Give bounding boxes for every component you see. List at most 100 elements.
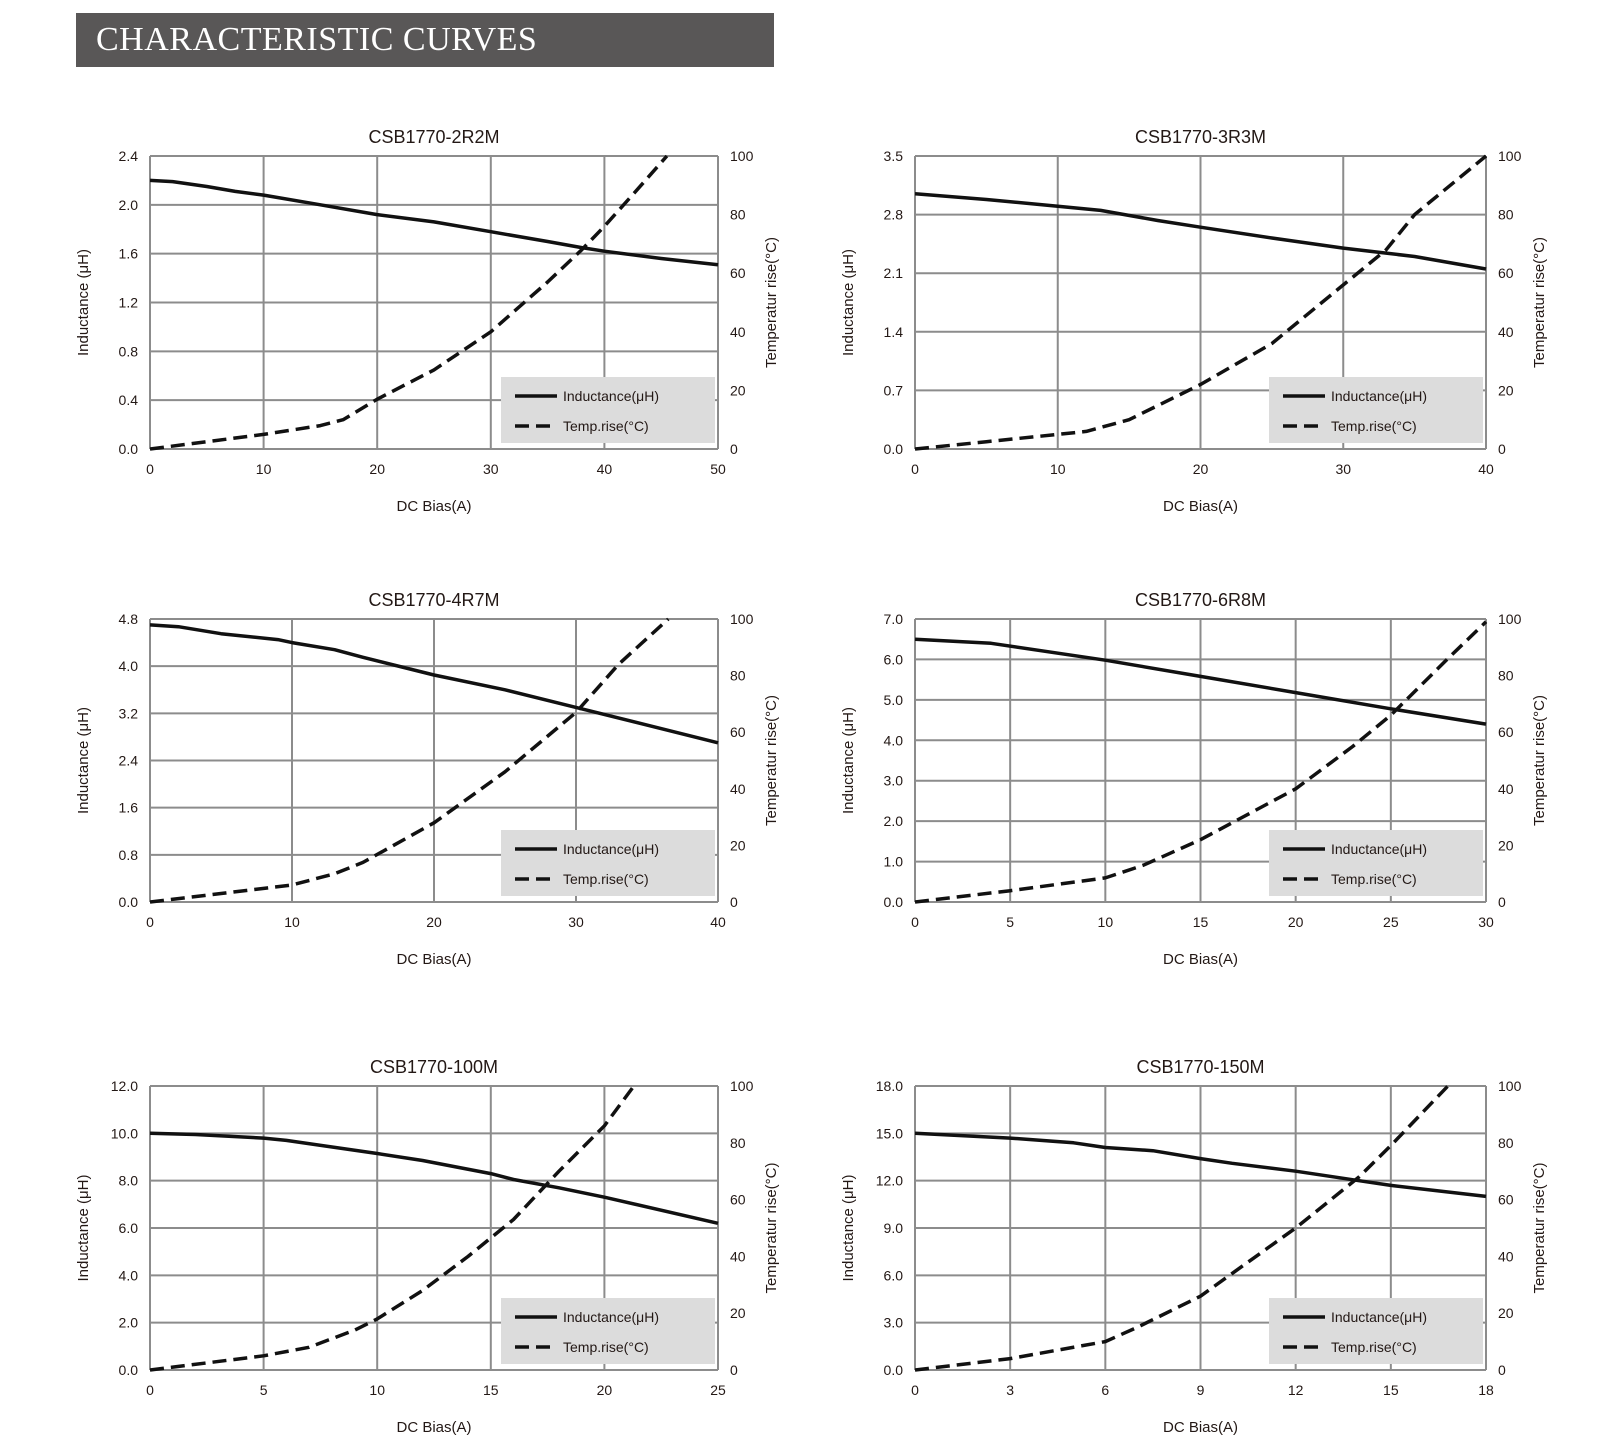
y2-tick-label: 100 [1498, 148, 1522, 164]
x-tick-label: 20 [426, 914, 442, 930]
legend: Inductance(μH) Temp.rise(°C) [501, 377, 715, 443]
x-tick-label: 0 [146, 1382, 154, 1398]
y2-tick-label: 60 [730, 1192, 746, 1208]
y2-tick-label: 0 [1498, 441, 1506, 457]
y2-tick-label: 0 [1498, 1362, 1506, 1378]
legend-label: Inductance(μH) [1331, 1309, 1427, 1325]
y-tick-label: 10.0 [111, 1125, 138, 1141]
y2-tick-label: 60 [1498, 265, 1514, 281]
y-tick-label: 1.0 [884, 854, 904, 870]
legend-box [1269, 830, 1483, 896]
x-tick-label: 0 [911, 1382, 919, 1398]
y-axis-label: Inductance (μH) [75, 249, 92, 356]
x-tick-label: 0 [146, 914, 154, 930]
x-tick-label: 15 [1193, 914, 1209, 930]
chart-title: CSB1770-2R2M [368, 127, 499, 147]
x-tick-label: 9 [1197, 1382, 1205, 1398]
x-tick-label: 10 [369, 1382, 385, 1398]
y-axis-label: Inductance (μH) [75, 1174, 92, 1281]
y-axis-label: Inductance (μH) [75, 707, 92, 814]
y2-tick-label: 20 [730, 837, 746, 853]
x-axis-label: DC Bias(A) [1163, 1419, 1238, 1436]
y-tick-label: 2.0 [119, 197, 139, 213]
x-tick-label: 40 [1478, 461, 1494, 477]
y-tick-label: 12.0 [111, 1078, 138, 1094]
legend-label: Inductance(μH) [563, 388, 659, 404]
x-tick-label: 10 [1050, 461, 1066, 477]
y-tick-label: 6.0 [119, 1220, 139, 1236]
temp-rise-line [150, 154, 669, 451]
chart-csb1770-2r2m: 0 10 20 30 40 50 0.0 0.4 0.8 1.2 1.6 2.0 2.4 0 20 40 60 8… [75, 127, 780, 515]
y-tick-label: 3.2 [119, 705, 139, 721]
x-tick-label: 10 [256, 461, 272, 477]
y2-tick-label: 100 [1498, 1078, 1522, 1094]
legend: Inductance(μH) Temp.rise(°C) [1269, 1298, 1483, 1364]
x-tick-label: 12 [1288, 1382, 1304, 1398]
legend: Inductance(μH) Temp.rise(°C) [501, 1298, 715, 1364]
chart-title: CSB1770-100M [370, 1057, 498, 1077]
y2-tick-label: 60 [730, 265, 746, 281]
legend-label: Inductance(μH) [563, 1309, 659, 1325]
y2-axis-label: Temperatur rise(°C) [1531, 237, 1548, 368]
x-tick-label: 5 [1006, 914, 1014, 930]
legend-label: Temp.rise(°C) [563, 418, 649, 434]
y-tick-label: 1.6 [119, 246, 139, 262]
y2-tick-label: 80 [730, 207, 746, 223]
x-tick-label: 5 [260, 1382, 268, 1398]
legend: Inductance(μH) Temp.rise(°C) [501, 830, 715, 896]
y-tick-label: 2.0 [119, 1315, 139, 1331]
y2-tick-label: 0 [730, 441, 738, 457]
x-axis-label: DC Bias(A) [396, 951, 471, 968]
legend-label: Inductance(μH) [563, 841, 659, 857]
chart-csb1770-6r8m: 0 5 10 15 20 25 30 0.0 1.0 2.0 3.0 4.0 5.0 6.0 7.0 0 20 4… [840, 590, 1548, 968]
temp-rise-line [150, 1084, 636, 1372]
y-tick-label: 15.0 [876, 1125, 903, 1141]
x-tick-label: 20 [597, 1382, 613, 1398]
y-tick-label: 0.8 [119, 343, 139, 359]
temp-rise-line [915, 154, 1488, 451]
y-tick-label: 0.0 [119, 894, 139, 910]
y-tick-label: 9.0 [884, 1220, 904, 1236]
chart-csb1770-100m: 0 5 10 15 20 25 0.0 2.0 4.0 6.0 8.0 10.0 12.0 0 20 40 60… [75, 1057, 780, 1436]
x-tick-label: 3 [1006, 1382, 1014, 1398]
y2-tick-label: 20 [1498, 382, 1514, 398]
y-tick-label: 2.0 [884, 813, 904, 829]
legend: Inductance(μH) Temp.rise(°C) [1269, 830, 1483, 896]
y2-tick-label: 60 [730, 724, 746, 740]
legend-label: Inductance(μH) [1331, 841, 1427, 857]
y-tick-label: 4.0 [119, 658, 139, 674]
y-tick-label: 6.0 [884, 1267, 904, 1283]
x-tick-label: 15 [1383, 1382, 1399, 1398]
section-title: CHARACTERISTIC CURVES [96, 21, 538, 58]
y2-axis-label: Temperatur rise(°C) [763, 695, 780, 826]
y2-tick-label: 60 [1498, 1192, 1514, 1208]
inductance-line [915, 637, 1487, 726]
y-axis-label: Inductance (μH) [840, 707, 857, 814]
y-tick-label: 1.4 [884, 324, 904, 340]
y2-axis-label: Temperatur rise(°C) [1531, 1162, 1548, 1293]
y2-tick-label: 20 [1498, 837, 1514, 853]
legend-box [1269, 1298, 1483, 1364]
y-tick-label: 0.8 [119, 847, 139, 863]
y2-tick-label: 100 [730, 611, 754, 627]
y-tick-label: 8.0 [119, 1173, 139, 1189]
x-tick-label: 30 [568, 914, 584, 930]
y-tick-label: 3.5 [884, 148, 904, 164]
y2-tick-label: 40 [730, 324, 746, 340]
inductance-line [150, 623, 719, 745]
chart-title: CSB1770-4R7M [368, 590, 499, 610]
y2-axis-label: Temperatur rise(°C) [763, 237, 780, 368]
x-tick-label: 40 [597, 461, 613, 477]
legend-box [501, 1298, 715, 1364]
legend-label: Temp.rise(°C) [1331, 871, 1417, 887]
y-tick-label: 0.0 [884, 894, 904, 910]
y2-tick-label: 80 [730, 668, 746, 684]
y-tick-label: 18.0 [876, 1078, 903, 1094]
x-tick-label: 10 [1098, 914, 1114, 930]
chart-title: CSB1770-3R3M [1135, 127, 1266, 147]
y2-tick-label: 60 [1498, 724, 1514, 740]
legend: Inductance(μH) Temp.rise(°C) [1269, 377, 1483, 443]
temp-rise-line [150, 617, 670, 904]
y-tick-label: 1.6 [119, 800, 139, 816]
